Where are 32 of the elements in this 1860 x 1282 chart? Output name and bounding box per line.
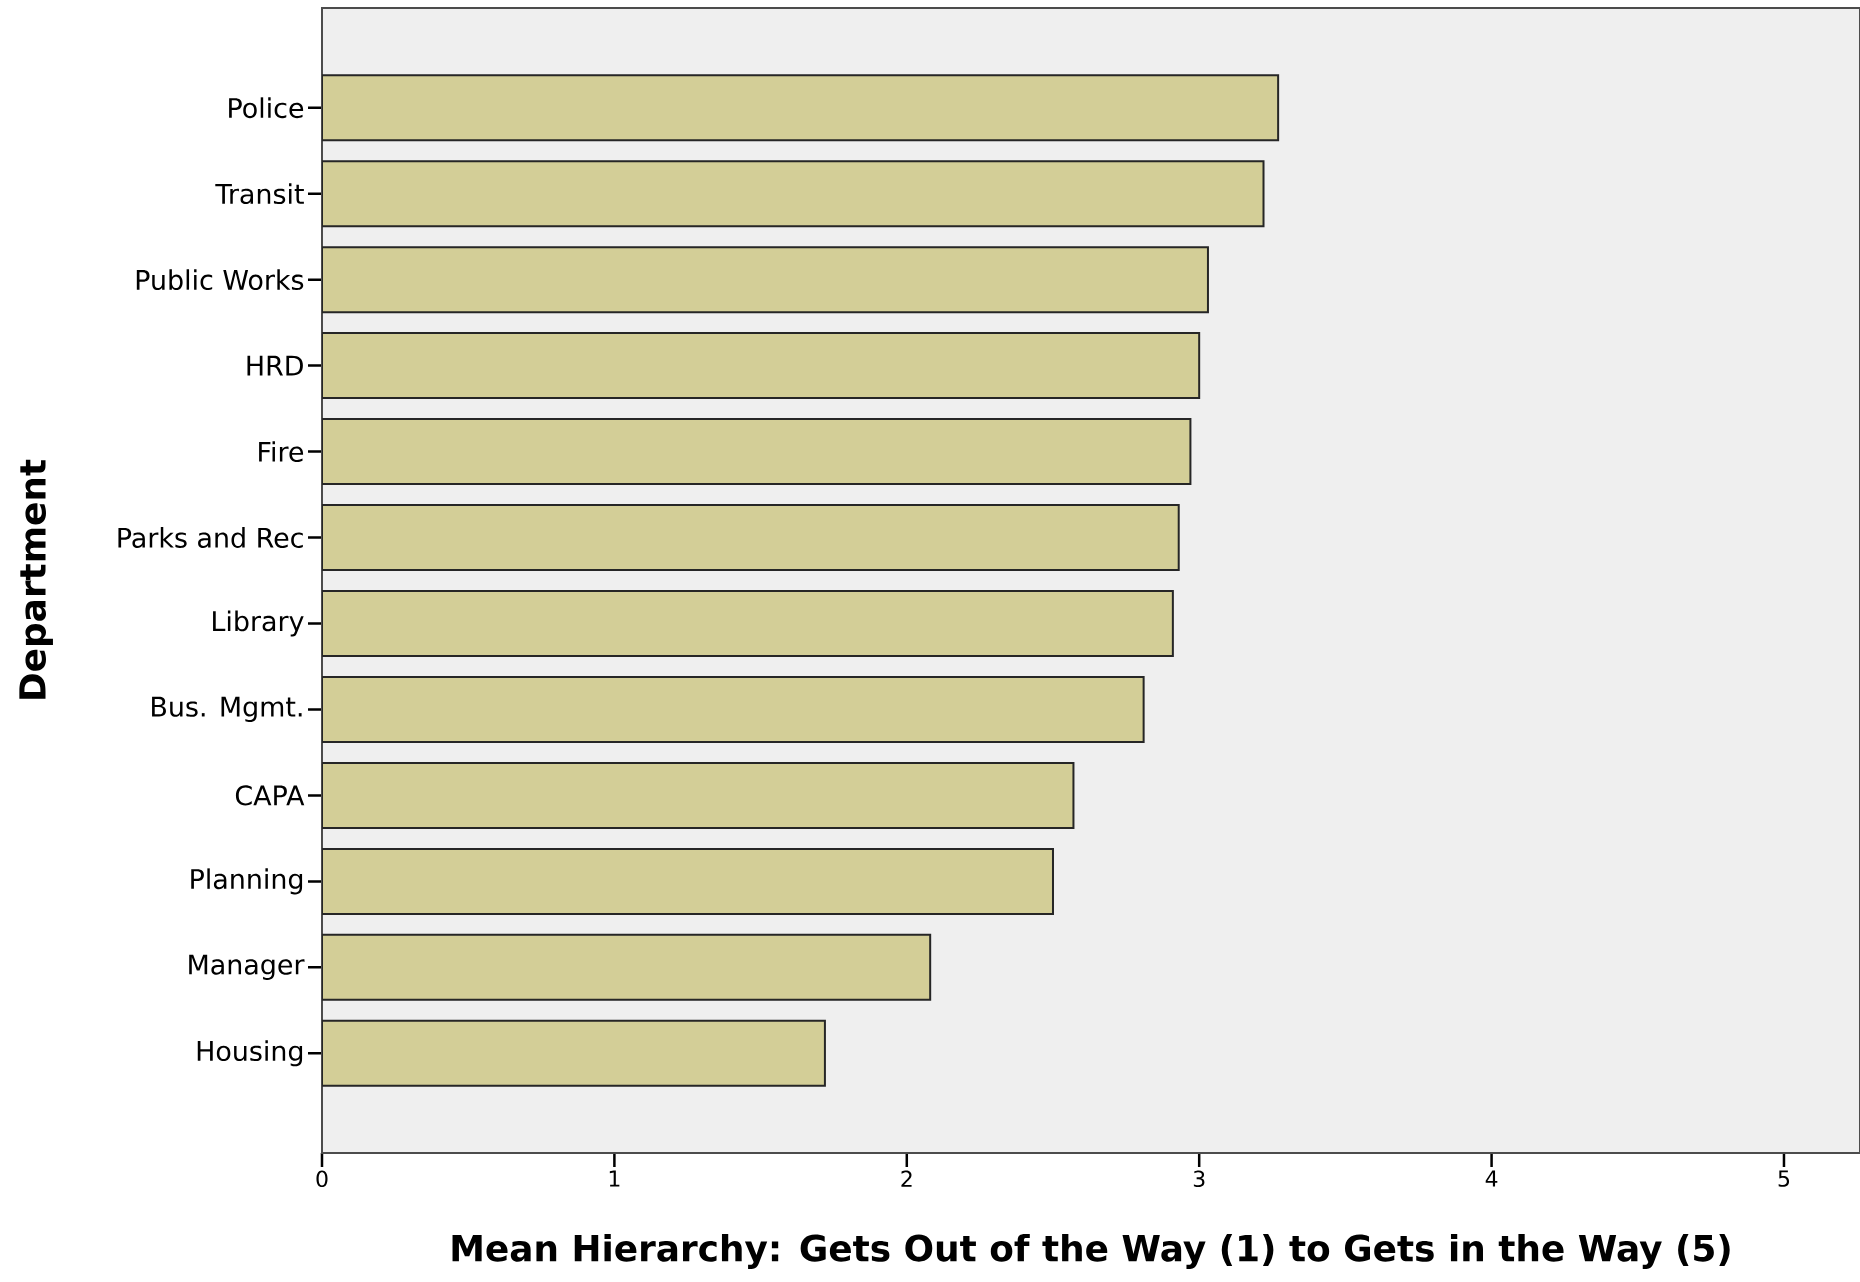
y-tick-label: Library [213,610,304,637]
bar [322,504,1180,572]
y-axis-title: Department [19,459,53,699]
bar [322,847,1054,915]
bar [322,761,1075,829]
y-tick-label: Housing [197,1040,303,1067]
y-tick-label: Public Works [136,269,304,291]
bar [322,418,1192,486]
y-tick-label: Planning [191,868,303,895]
y-tick-label: Bus. Mgmt. [152,696,302,723]
bar [322,1019,826,1087]
y-tick-label: HRD [247,355,303,376]
y-tick-label: Transit [215,183,304,205]
bar [322,675,1145,743]
y-tick-label: Manager [189,954,305,980]
y-tick-label: CAPA [235,785,305,806]
x-tick-label: 1 [609,1170,620,1187]
x-tick-label: 2 [901,1170,912,1187]
y-tick-label: Police [229,97,304,119]
bar [322,74,1280,142]
y-tick-label: Fire [259,441,304,462]
y-tick-label: Parks and Rec [118,527,303,548]
bar [322,160,1265,228]
bar [322,589,1174,657]
bar [322,933,932,1001]
x-tick-label: 0 [316,1170,328,1188]
x-tick-label: 5 [1778,1170,1790,1187]
bar [322,246,1209,314]
bar [322,332,1201,400]
x-tick-label: 4 [1485,1170,1498,1187]
x-axis-title: Mean Hierarchy: Gets Out of the Way (1) to Gets in the Way (5) [452,1233,1730,1269]
x-tick-label: 3 [1193,1170,1205,1188]
